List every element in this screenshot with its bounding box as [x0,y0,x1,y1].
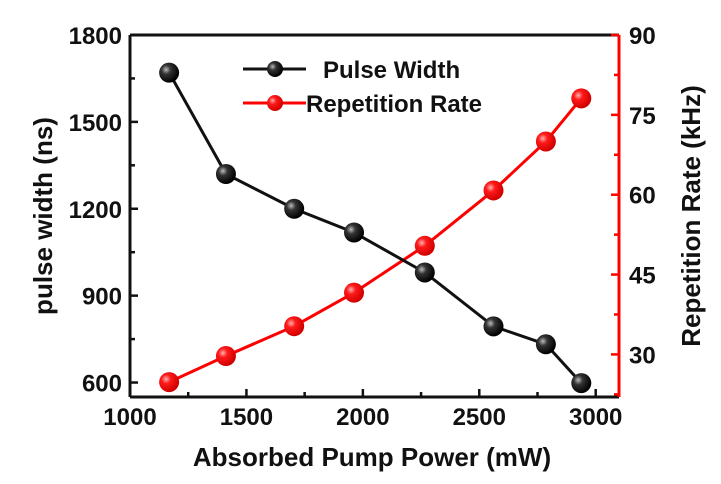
y-tick-label: 600 [82,371,122,398]
series [159,62,592,394]
y2-tick-label: 30 [629,342,656,369]
data-point-pulse-width [414,262,435,283]
plot-area [128,33,621,399]
x-tick-label: 2000 [336,404,389,431]
data-point-repetition-rate [483,180,504,201]
data-point-repetition-rate [284,316,305,337]
series-line-pulse-width [167,71,583,385]
series-line-repetition-rate [168,97,583,384]
x-tick-label: 1000 [103,404,156,431]
y-tick-label: 1500 [69,110,122,137]
y2-axis-label: Repetition Rate (kHz) [676,85,706,346]
legend-label-pulse-width: Pulse Width [323,57,460,84]
y2-tick-label: 75 [629,103,656,130]
data-point-pulse-width [571,373,592,394]
data-point-pulse-width [284,198,305,219]
data-point-repetition-rate [159,372,180,393]
y2-tick-label: 45 [629,263,656,290]
legend-marker-repetition-rate [267,95,283,111]
data-point-repetition-rate [414,235,435,256]
legend: Pulse Width Repetition Rate [243,57,482,118]
data-point-repetition-rate [215,346,236,367]
ticks: 1000 1500 2000 2500 3000 600 900 1200 1500 1800 30… [69,23,656,431]
x-tick-label: 3000 [569,404,622,431]
data-point-repetition-rate [535,131,556,152]
legend-marker-pulse-width [267,61,283,77]
y-tick-label: 900 [82,284,122,311]
data-point-repetition-rate [344,282,365,303]
data-point-repetition-rate [571,88,592,109]
y2-tick-label: 90 [629,23,656,50]
y2-tick-label: 60 [629,183,656,210]
data-point-pulse-width [215,164,236,185]
x-tick-label: 2500 [453,404,506,431]
data-point-pulse-width [483,316,504,337]
x-tick-label: 1500 [220,404,273,431]
y-axis-label: pulse width (ns) [28,117,58,315]
data-point-pulse-width [535,334,556,355]
y-tick-label: 1800 [69,23,122,50]
data-point-pulse-width [159,62,180,83]
legend-label-repetition-rate: Repetition Rate [306,91,482,118]
data-point-pulse-width [344,222,365,243]
x-axis-label: Absorbed Pump Power (mW) [193,442,551,472]
y-tick-label: 1200 [69,197,122,224]
